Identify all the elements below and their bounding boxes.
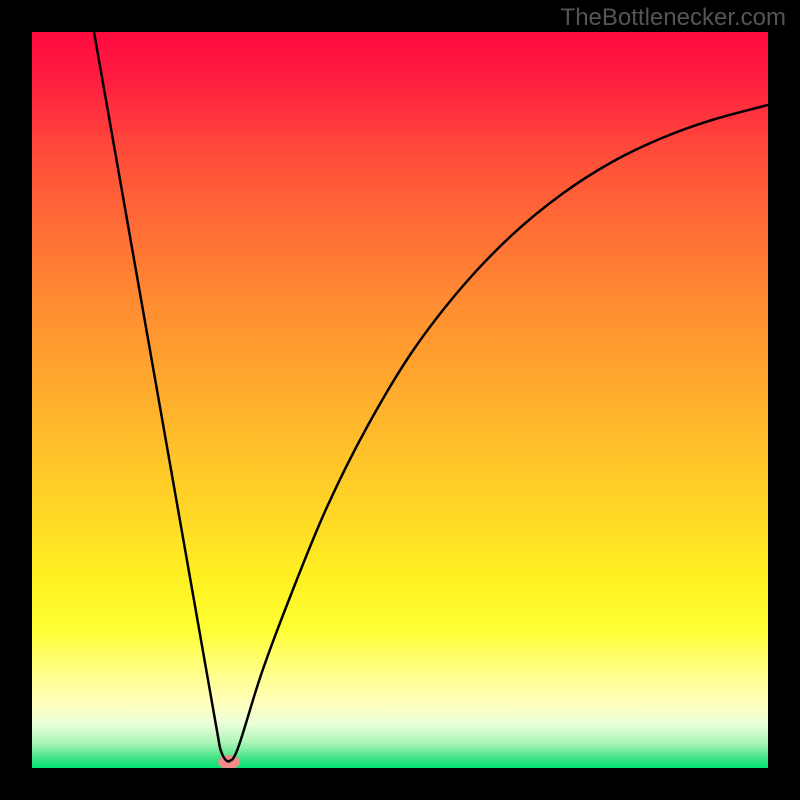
watermark-text: TheBottlenecker.com — [561, 4, 786, 32]
bottleneck-chart — [0, 0, 800, 800]
chart-container: TheBottlenecker.com — [0, 0, 800, 800]
chart-background — [32, 32, 768, 768]
